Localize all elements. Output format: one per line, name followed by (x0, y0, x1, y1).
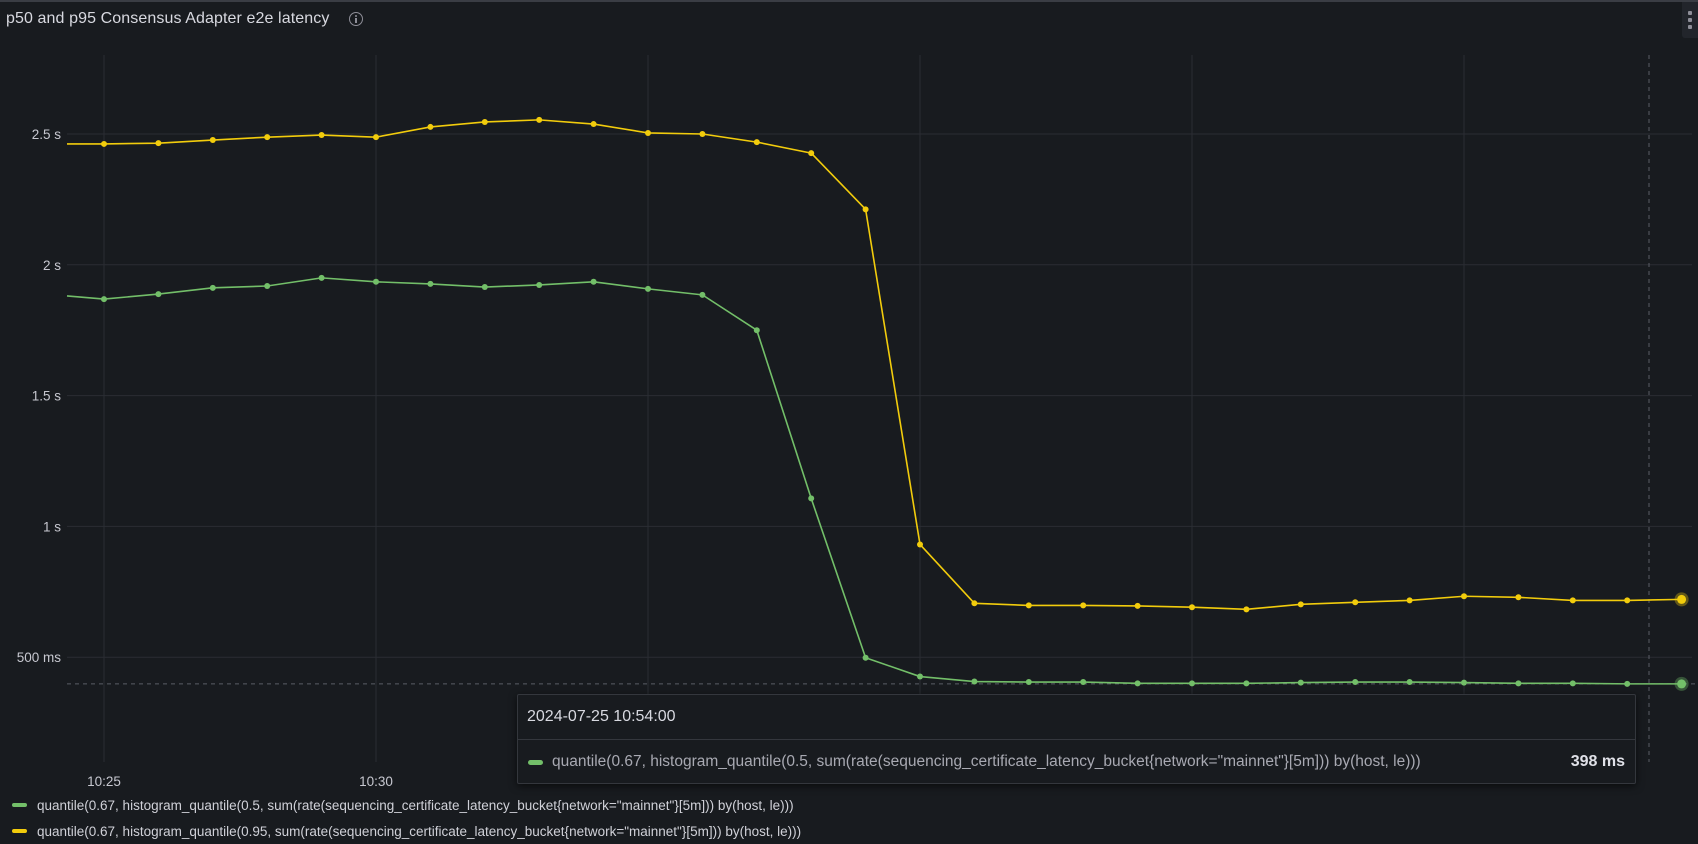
data-point[interactable] (862, 206, 869, 213)
tooltip-row: quantile(0.67, histogram_quantile(0.5, s… (518, 740, 1635, 784)
y-tick-label: 2.5 s (32, 127, 62, 142)
data-point[interactable] (1352, 599, 1359, 606)
data-point[interactable] (1243, 680, 1250, 687)
data-point[interactable] (481, 284, 488, 291)
data-point[interactable] (1515, 680, 1522, 687)
legend: quantile(0.67, histogram_quantile(0.5, s… (12, 792, 801, 844)
data-point[interactable] (699, 131, 706, 137)
data-point[interactable] (101, 296, 107, 303)
data-point[interactable] (917, 541, 923, 548)
data-point[interactable] (427, 280, 434, 287)
x-axis: 10:25 10:30 (87, 774, 393, 789)
y-tick-label: 500 ms (17, 650, 62, 665)
data-point[interactable] (373, 134, 379, 141)
y-tick-label: 1 s (43, 519, 61, 534)
tooltip-series-label: quantile(0.67, histogram_quantile(0.5, s… (552, 753, 1421, 770)
data-point[interactable] (808, 150, 815, 157)
legend-label-p50: quantile(0.67, histogram_quantile(0.5, s… (37, 797, 794, 813)
data-point[interactable] (155, 140, 162, 147)
data-point[interactable] (1569, 597, 1576, 604)
data-point[interactable] (536, 281, 543, 288)
data-point[interactable] (536, 116, 543, 123)
panel-title: p50 and p95 Consensus Adapter e2e latenc… (6, 10, 330, 27)
data-point[interactable] (1406, 597, 1413, 604)
data-point[interactable] (1189, 680, 1195, 687)
data-point[interactable] (373, 278, 379, 285)
legend-label-p95: quantile(0.67, histogram_quantile(0.95, … (37, 823, 802, 839)
data-point[interactable] (753, 139, 760, 146)
data-point[interactable] (1677, 679, 1687, 689)
series-line[interactable] (66, 277, 1682, 685)
data-point[interactable] (264, 134, 271, 141)
data-point[interactable] (699, 291, 706, 298)
y-axis: 500 ms 1 s 1.5 s 2 s 2.5 s (17, 127, 62, 665)
vertical-dots-menu-icon (1688, 11, 1692, 15)
data-point[interactable] (1080, 679, 1087, 686)
data-point[interactable] (590, 278, 597, 285)
data-point[interactable] (155, 291, 162, 298)
data-point[interactable] (645, 129, 651, 136)
data-point[interactable] (917, 673, 923, 680)
data-point[interactable] (1515, 594, 1522, 601)
panel-menu-button[interactable] (1682, 2, 1698, 38)
data-point[interactable] (1461, 593, 1467, 600)
data-point[interactable] (753, 327, 760, 334)
legend-item-p50[interactable]: quantile(0.67, histogram_quantile(0.5, s… (12, 792, 801, 818)
data-point[interactable] (1025, 602, 1032, 609)
data-point[interactable] (1352, 679, 1359, 686)
data-point[interactable] (318, 274, 325, 281)
data-point[interactable] (808, 495, 815, 502)
menu-dot (1688, 18, 1692, 22)
data-point[interactable] (1080, 602, 1087, 609)
grid (67, 55, 1692, 762)
info-circle-icon[interactable] (349, 12, 364, 26)
data-point[interactable] (264, 282, 271, 289)
data-point[interactable] (1677, 594, 1687, 604)
tooltip-swatch (528, 759, 543, 765)
data-point[interactable] (209, 137, 216, 144)
data-point[interactable] (318, 132, 325, 139)
data-point[interactable] (101, 140, 107, 147)
data-point[interactable] (209, 284, 216, 291)
x-tick-label: 10:30 (359, 774, 393, 789)
data-point[interactable] (862, 654, 869, 661)
data-point[interactable] (590, 121, 597, 128)
data-point[interactable] (645, 285, 651, 292)
y-tick-label: 1.5 s (32, 389, 62, 404)
y-tick-label: 2 s (43, 258, 61, 273)
data-point[interactable] (1134, 680, 1141, 687)
data-point[interactable] (1624, 597, 1631, 604)
series-line[interactable] (67, 119, 1682, 611)
crosshair (67, 55, 1698, 762)
series-group (66, 116, 1689, 691)
x-tick-label: 10:25 (87, 774, 121, 789)
tooltip-value: 398 ms (1570, 753, 1625, 770)
data-point[interactable] (1025, 679, 1032, 686)
data-point[interactable] (1461, 679, 1467, 686)
data-point[interactable] (1569, 680, 1576, 687)
data-point[interactable] (971, 600, 978, 607)
legend-swatch-p95 (12, 829, 27, 833)
panel-header: p50 and p95 Consensus Adapter e2e latenc… (6, 7, 364, 31)
data-point[interactable] (1243, 606, 1250, 613)
data-point[interactable] (971, 678, 978, 685)
data-point[interactable] (1134, 602, 1141, 609)
data-point[interactable] (1624, 680, 1631, 687)
data-point[interactable] (427, 123, 434, 130)
data-point[interactable] (1297, 679, 1304, 686)
legend-swatch-p50 (12, 803, 27, 807)
tooltip-timestamp: 2024-07-25 10:54:00 (518, 695, 1635, 740)
data-point[interactable] (1189, 604, 1195, 611)
data-point[interactable] (481, 118, 488, 125)
hover-tooltip: 2024-07-25 10:54:00 quantile(0.67, histo… (517, 694, 1636, 784)
menu-dot (1688, 25, 1692, 29)
data-point[interactable] (1406, 679, 1413, 686)
data-point[interactable] (1297, 601, 1304, 608)
legend-item-p95[interactable]: quantile(0.67, histogram_quantile(0.95, … (12, 818, 801, 844)
